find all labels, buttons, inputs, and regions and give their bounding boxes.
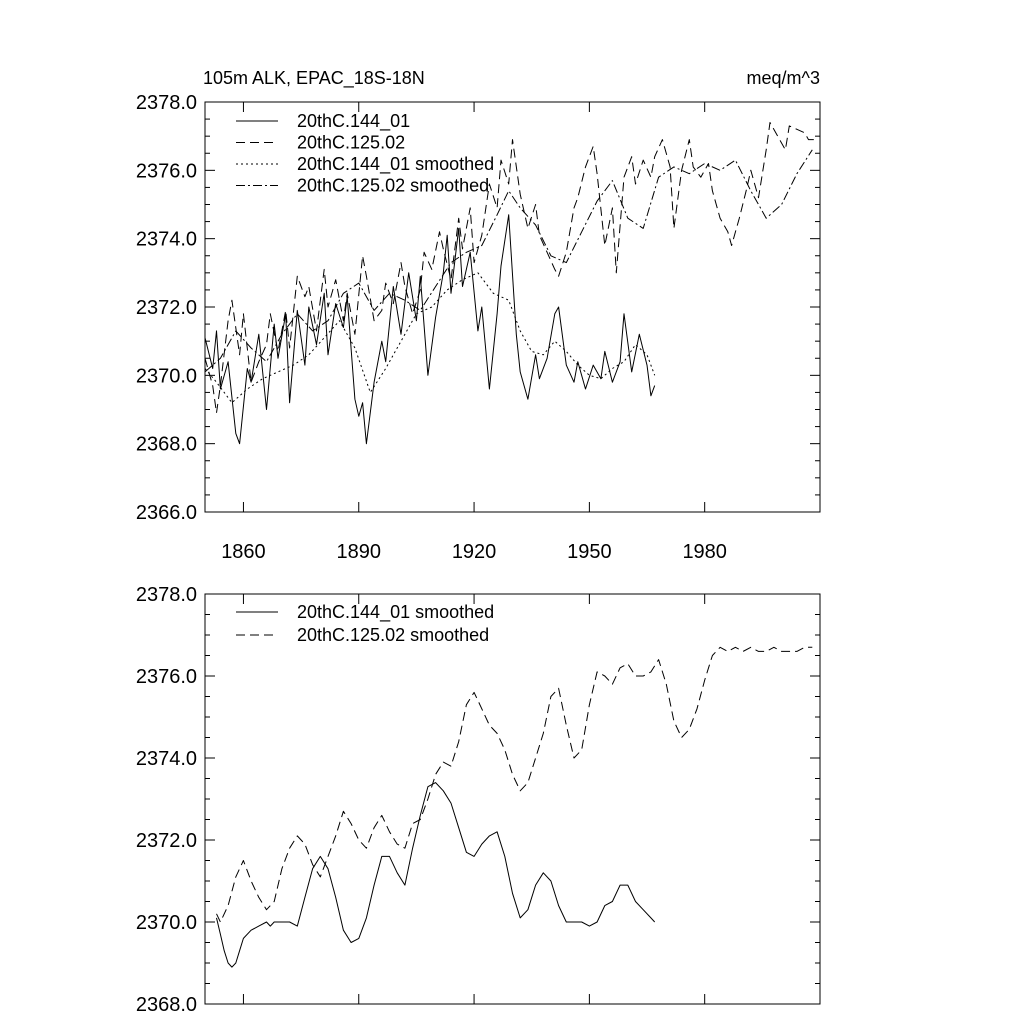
- bottom-axis-ticks: 2368.0 2370.0 2372.0 2374.0 2376.0 2378.0: [136, 584, 820, 1016]
- bottom-plot-frame: [204, 593, 821, 1005]
- y-tick-label: 2378.0: [136, 92, 197, 114]
- y-tick-label: 2370.0: [136, 912, 197, 934]
- chart-title: 105m ALK, EPAC_18S-18N: [203, 68, 425, 89]
- legend-label: 20thC.144_01 smoothed: [297, 154, 494, 175]
- y-tick-label: 2366.0: [136, 502, 197, 524]
- legend-label: 20thC.125.02 smoothed: [297, 625, 489, 645]
- top-panel: 105m ALK, EPAC_18S-18N meq/m^3 2366.0236…: [136, 68, 821, 563]
- units-label: meq/m^3: [747, 68, 820, 88]
- legend-label: 20thC.125.02 smoothed: [297, 176, 489, 196]
- y-tick-label: 2374.0: [136, 229, 197, 251]
- x-tick-label: 1860: [221, 541, 266, 563]
- series-line-top-2: [204, 122, 817, 414]
- series-line-bottom-1: [216, 782, 656, 968]
- y-tick-label: 2370.0: [136, 365, 197, 387]
- y-tick-label: 2376.0: [136, 666, 197, 688]
- bottom-panel: 2368.0 2370.0 2372.0 2374.0 2376.0 2378.0 20t…: [136, 584, 821, 1016]
- series-line-top-1: [204, 214, 656, 445]
- legend-label: 20thC.144_01: [297, 111, 410, 132]
- x-tick-label: 1890: [337, 541, 382, 563]
- x-tick-label: 1980: [682, 541, 727, 563]
- y-tick-label: 2368.0: [136, 434, 197, 456]
- y-tick-label: 2372.0: [136, 297, 197, 319]
- x-tick-label: 1950: [567, 541, 612, 563]
- legend-label: 20thC.144_01 smoothed: [297, 602, 494, 623]
- bottom-series-lines: [216, 646, 813, 968]
- series-line-bottom-2: [216, 646, 813, 923]
- y-tick-label: 2374.0: [136, 748, 197, 770]
- top-series-lines: [204, 122, 817, 445]
- x-tick-label: 1920: [452, 541, 497, 563]
- y-tick-label: 2378.0: [136, 584, 197, 606]
- legend-label: 20thC.125.02: [297, 133, 405, 153]
- y-tick-label: 2376.0: [136, 160, 197, 182]
- y-tick-label: 2372.0: [136, 830, 197, 852]
- y-tick-label: 2368.0: [136, 994, 197, 1016]
- top-axis-ticks: 2366.0 2368.0 2370.0 2372.0 2374.0 2376.0 2378…: [136, 92, 820, 563]
